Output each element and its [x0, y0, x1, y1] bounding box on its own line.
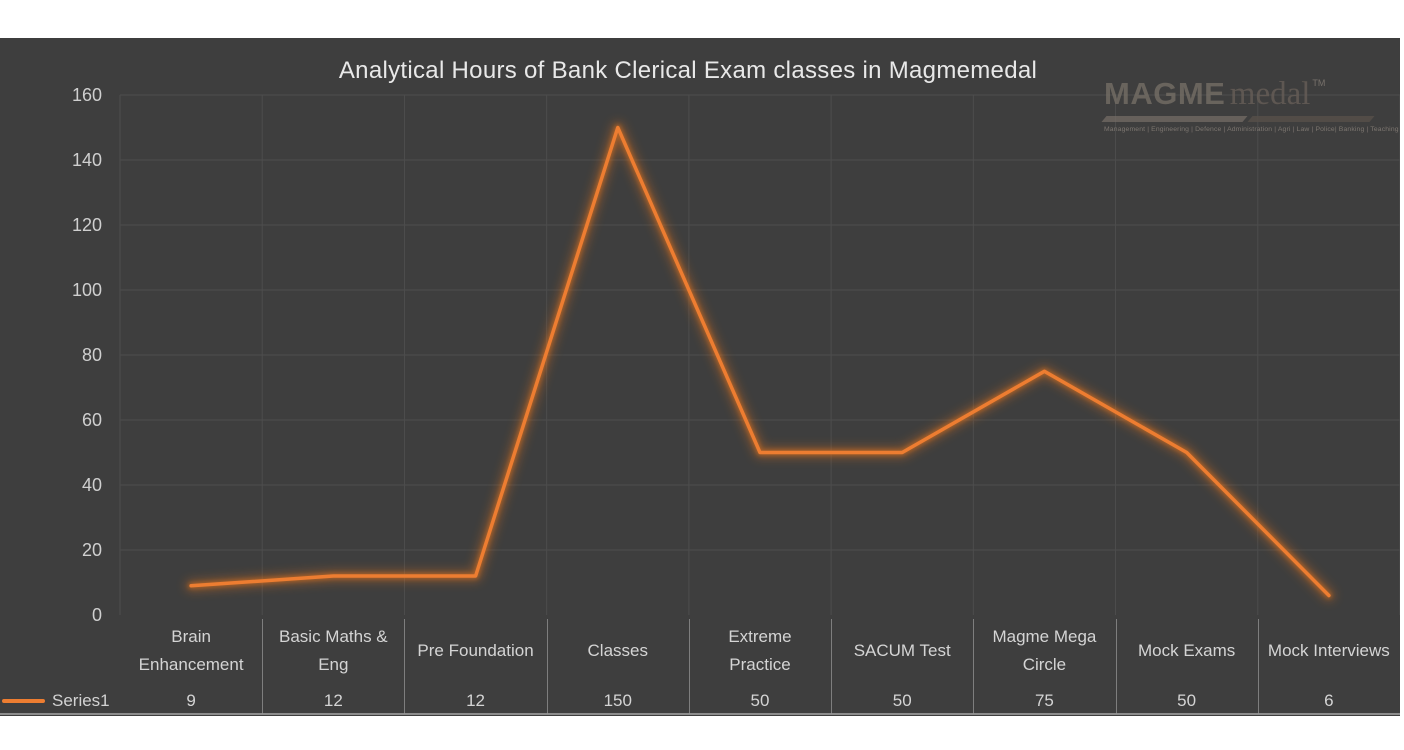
table-value: 12: [466, 690, 485, 710]
logo-divider-bar: [1101, 116, 1375, 122]
table-value: 6: [1324, 690, 1334, 710]
data-table-bottom-border: [0, 713, 1400, 715]
y-tick-100: 100: [71, 280, 102, 300]
category-label: Mock Exams: [1137, 640, 1236, 660]
table-column-separator: [546, 619, 548, 714]
category-label: Classes: [587, 640, 648, 660]
y-tick-120: 120: [71, 215, 102, 235]
table-column-separator: [831, 619, 833, 714]
series1-line: [185, 121, 1335, 602]
logo-brand-primary: MAGME: [1104, 76, 1226, 111]
table-column-separator: [1257, 619, 1259, 714]
magme-medal-logo: MAGME medal TM Management | Engineering |…: [1101, 78, 1399, 133]
table-value: 150: [603, 690, 632, 710]
x-axis-category-row: Brain Enhancement Basic Maths & Eng Pre Fo…: [120, 620, 1400, 681]
y-tick-20: 20: [81, 540, 102, 560]
y-tick-40: 40: [81, 475, 102, 495]
y-tick-80: 80: [81, 345, 102, 365]
table-value: 75: [1034, 690, 1054, 710]
category-label: Magme Mega Circle: [992, 627, 1097, 674]
table-value: 9: [186, 690, 196, 710]
chart-slide: Analytical Hours of Bank Clerical Exam c…: [0, 38, 1400, 716]
logo-wordmark: MAGME medal TM: [1104, 78, 1376, 111]
category-label: Mock Interviews: [1267, 640, 1390, 660]
table-column-separator: [404, 619, 406, 714]
y-tick-0: 0: [91, 605, 102, 625]
category-label: Pre Foundation: [417, 640, 534, 660]
category-label: Extreme Practice: [728, 627, 792, 674]
gridlines: [119, 94, 1400, 615]
legend-series-label: Series1: [52, 691, 110, 710]
series1-line-swatch: [2, 699, 45, 703]
y-tick-160: 160: [71, 85, 102, 105]
table-value: 50: [1177, 690, 1197, 710]
logo-bar-right-segment: [1247, 116, 1375, 122]
data-table-value-row: 9 12 12 150 50 50 75 50 6: [120, 686, 1400, 715]
chart-title: Analytical Hours of Bank Clerical Exam c…: [338, 57, 1038, 84]
logo-brand-secondary: medal: [1229, 76, 1311, 112]
category-label: Brain Enhancement: [138, 627, 244, 674]
table-value: 50: [750, 690, 770, 710]
table-column-separator: [262, 619, 264, 714]
table-column-separator: [973, 619, 975, 714]
y-tick-60: 60: [81, 410, 102, 430]
table-column-separator: [688, 619, 690, 714]
y-tick-140: 140: [71, 150, 102, 170]
category-label: Basic Maths & Eng: [279, 627, 388, 674]
table-value: 50: [892, 690, 912, 710]
category-label: SACUM Test: [853, 640, 951, 660]
logo-tagline: Management | Engineering | Defence | Adm…: [1104, 126, 1399, 133]
legend: Series1: [2, 689, 110, 713]
line-chart-plot: [119, 94, 1400, 615]
logo-bar-left-segment: [1101, 116, 1248, 122]
table-value: 12: [323, 690, 343, 710]
trademark-symbol: TM: [1312, 78, 1326, 88]
table-column-separator: [1115, 619, 1117, 714]
